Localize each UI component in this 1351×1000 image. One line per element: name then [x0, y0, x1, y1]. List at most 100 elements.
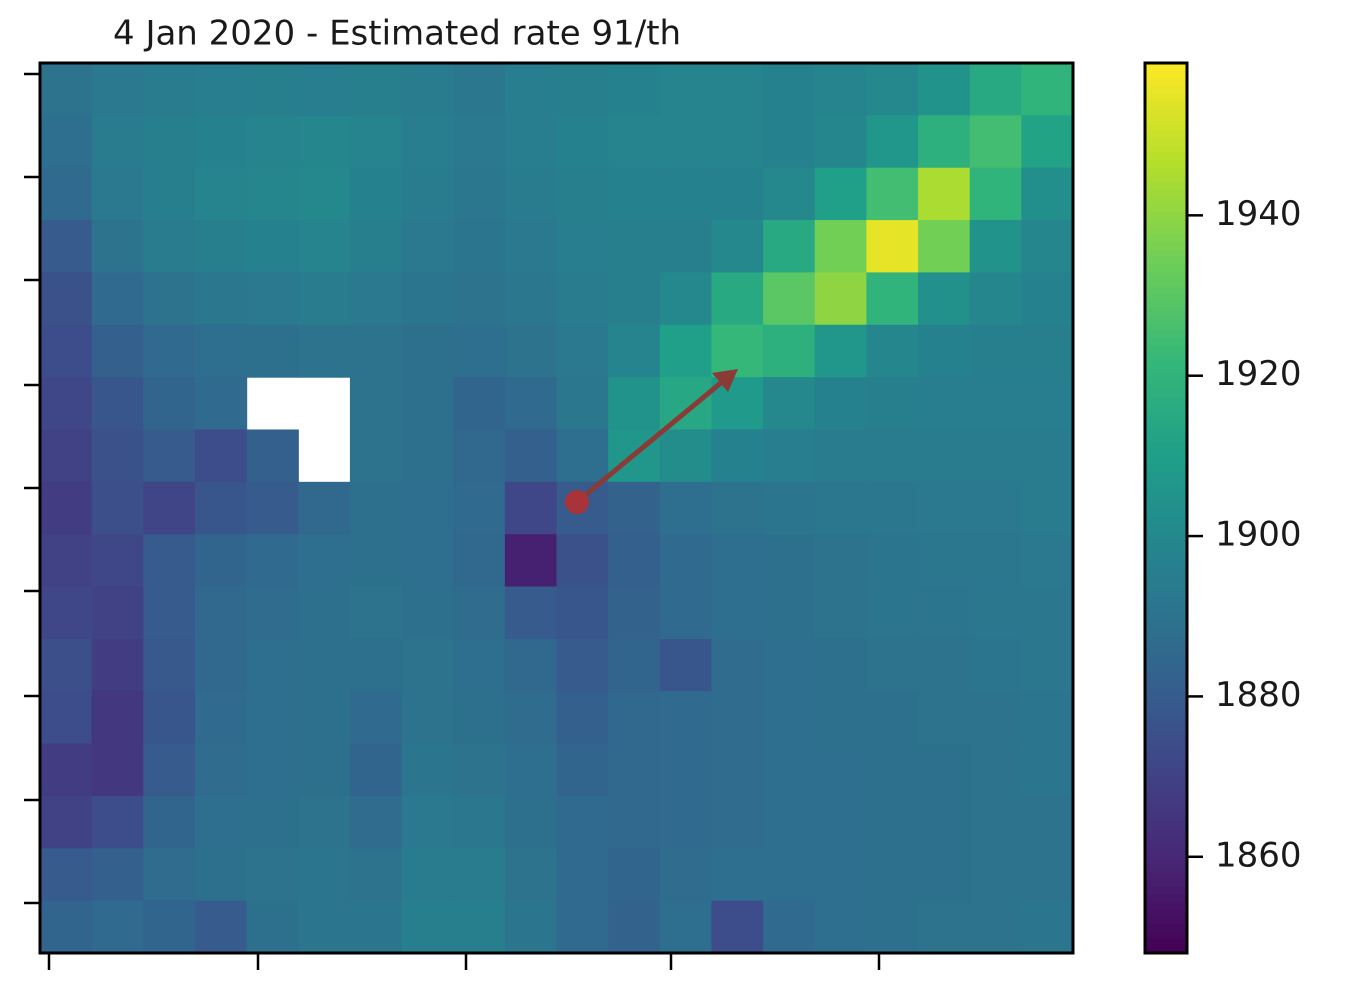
heatmap-cell: [504, 691, 558, 745]
heatmap-cell: [401, 220, 454, 274]
heatmap-cell: [143, 167, 196, 221]
heatmap-cell: [246, 481, 299, 535]
heatmap-cell: [814, 848, 867, 902]
heatmap-cell: [814, 795, 867, 849]
heatmap-cell: [143, 115, 196, 169]
heatmap-cell: [504, 63, 558, 116]
heatmap-cell: [556, 324, 609, 378]
heatmap-cell: [969, 429, 1022, 483]
heatmap-cell: [659, 63, 713, 116]
heatmap-cell: [143, 324, 196, 378]
heatmap-cell: [608, 63, 661, 116]
heatmap-cell: [401, 377, 454, 431]
heatmap-cell: [246, 795, 299, 849]
heatmap-cell: [91, 534, 144, 588]
heatmap-cell: [91, 63, 144, 116]
heatmap-cell: [556, 848, 609, 902]
heatmap-cell: [556, 63, 609, 116]
heatmap-cell: [143, 429, 196, 483]
heatmap-cell: [1021, 586, 1074, 640]
heatmap-cell: [763, 220, 816, 274]
heatmap-cell: [401, 272, 454, 326]
heatmap-cell: [866, 900, 919, 954]
heatmap-cell: [1021, 63, 1074, 116]
heatmap-cell: [194, 220, 248, 274]
heatmap-cell: [969, 377, 1022, 431]
heatmap-cell: [453, 900, 506, 954]
heatmap-cell: [711, 167, 764, 221]
heatmap-cell: [246, 586, 299, 640]
heatmap-cell: [711, 220, 764, 274]
heatmap-cell: [711, 900, 764, 954]
heatmap-cell: [969, 900, 1022, 954]
heatmap-cell: [246, 848, 299, 902]
heatmap-cell: [298, 167, 351, 221]
heatmap-cell: [194, 481, 248, 535]
heatmap-cell: [918, 324, 971, 378]
heatmap-cell: [969, 534, 1022, 588]
heatmap-cell: [918, 63, 971, 116]
heatmap-cell: [349, 743, 403, 797]
heatmap-cell: [401, 63, 454, 116]
heatmap-cell: [246, 638, 299, 692]
heatmap-cell: [298, 795, 351, 849]
chart-title: 4 Jan 2020 - Estimated rate 91/th: [113, 14, 681, 54]
colorbar-frame: [1143, 61, 1189, 955]
heatmap-cell: [918, 220, 971, 274]
heatmap-cell: [453, 691, 506, 745]
heatmap-cell: [143, 220, 196, 274]
heatmap-cell: [763, 691, 816, 745]
heatmap-cell: [453, 377, 506, 431]
heatmap-cell: [556, 272, 609, 326]
heatmap-cell: [556, 586, 609, 640]
heatmap-cell: [711, 115, 764, 169]
heatmap-cell: [1021, 115, 1074, 169]
heatmap-cell: [814, 481, 867, 535]
heatmap-cell: [194, 534, 248, 588]
heatmap-cell: [711, 848, 764, 902]
heatmap-cell: [504, 638, 558, 692]
heatmap-cell: [814, 743, 867, 797]
heatmap-cell: [504, 586, 558, 640]
heatmap-cell: [866, 429, 919, 483]
heatmap-cell: [1021, 377, 1074, 431]
heatmap-cell: [556, 638, 609, 692]
heatmap-cell: [1021, 691, 1074, 745]
heatmap-cell: [659, 272, 713, 326]
heatmap-cell: [349, 534, 403, 588]
heatmap-cell: [91, 795, 144, 849]
heatmap-cell: [814, 63, 867, 116]
heatmap-cell: [969, 220, 1022, 274]
heatmap-cell: [91, 743, 144, 797]
heatmap-cell: [453, 324, 506, 378]
heatmap-cell: [556, 534, 609, 588]
heatmap-cell: [401, 848, 454, 902]
heatmap-cell: [711, 429, 764, 483]
heatmap-cell: [866, 324, 919, 378]
heatmap-cell: [504, 167, 558, 221]
heatmap-cell: [40, 638, 93, 692]
heatmap-cell: [401, 691, 454, 745]
heatmap-cell: [608, 638, 661, 692]
heatmap-cell: [401, 638, 454, 692]
heatmap-cell: [91, 429, 144, 483]
heatmap-cell: [194, 848, 248, 902]
heatmap-cell: [349, 795, 403, 849]
heatmap-cell: [40, 220, 93, 274]
heatmap-cell: [918, 167, 971, 221]
heatmap-cell: [40, 167, 93, 221]
heatmap-cell: [246, 63, 299, 116]
heatmap-cell: [194, 324, 248, 378]
heatmap-cell: [246, 534, 299, 588]
heatmap-cell: [1021, 429, 1074, 483]
heatmap-cell: [453, 220, 506, 274]
heatmap-cell: [349, 377, 403, 431]
heatmap-cell: [40, 429, 93, 483]
heatmap-cell: [40, 586, 93, 640]
heatmap-cell: [349, 115, 403, 169]
heatmap-cell: [143, 63, 196, 116]
heatmap-cell: [918, 743, 971, 797]
heatmap-cell: [143, 848, 196, 902]
heatmap-cell: [401, 534, 454, 588]
heatmap-cell: [298, 534, 351, 588]
